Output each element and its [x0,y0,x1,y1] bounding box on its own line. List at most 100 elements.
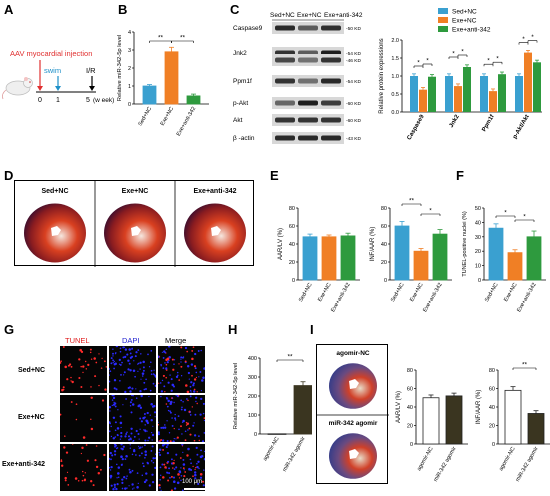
sig-label: * [461,49,464,56]
blot-protein-label: Caspase9 [233,25,263,32]
y-tick-label: 3 [128,48,131,54]
nucleus [128,468,131,471]
nucleus [132,449,136,453]
nucleus [196,465,199,469]
x-tick-label: miR-342 agomir [515,446,540,483]
nucleus [169,410,171,413]
nucleus [154,384,156,388]
nucleus [196,453,199,456]
nucleus [129,401,132,404]
nucleus [140,378,142,380]
nucleus [193,365,197,368]
nucleus [124,435,127,438]
panel-label-a: A [4,2,14,17]
micrograph-dots [158,346,205,393]
nucleus [130,438,132,441]
nucleus [129,405,132,407]
nucleus [183,475,186,478]
nucleus [113,450,117,453]
nucleus [150,460,153,462]
y-tick-label: 1 [128,84,131,90]
nucleus [119,379,121,382]
nucleus [180,408,183,411]
y-tick-label: 300 [248,375,257,381]
nucleus [138,404,141,407]
nucleus [121,463,123,465]
nucleus [171,397,174,399]
micrograph-tile [158,395,205,442]
nucleus [173,385,175,388]
nucleus [180,399,183,402]
nucleus [192,390,196,393]
nucleus [115,346,119,348]
nucleus [116,434,119,437]
tunel-positive-nucleus [70,365,73,368]
nucleus [119,415,122,418]
nucleus [143,381,146,384]
nucleus [126,353,129,356]
tunel-positive-nucleus [90,358,93,360]
bar [527,413,545,445]
tunel-positive-nucleus [60,360,62,363]
nucleus [164,391,166,393]
nucleus [183,408,187,412]
y-tick-label: 10 [475,264,481,270]
tunel-positive-nucleus [87,363,90,367]
nucleus [176,481,180,485]
nucleus [173,401,175,404]
tunel-positive-nucleus [81,479,84,482]
tunel-positive-nucleus [95,361,98,364]
nucleus [191,349,194,352]
sig-label: * [487,58,490,65]
bar [454,86,462,112]
nucleus [184,471,187,473]
bar [445,76,453,112]
nucleus [202,402,205,405]
nucleus [113,483,116,486]
nucleus [176,436,179,439]
x-tick-label: Exe+anti-342 [516,282,537,313]
nucleus [166,420,168,422]
tunel-positive-nucleus [70,401,73,403]
nucleus [159,478,161,481]
nucleus [115,444,118,447]
nucleus [158,484,161,487]
tunel-positive-nucleus [62,388,65,391]
nucleus [177,473,180,476]
tunel-positive-nucleus [98,384,100,387]
nucleus [113,387,116,390]
x-tick-label: Jnk2 [449,113,461,128]
nucleus [182,419,185,423]
nucleus [170,389,173,392]
nucleus [146,461,149,464]
nucleus [149,389,152,392]
nucleus [131,387,134,390]
y-axis-label: TUNEL-positive nuclei (%) [462,211,468,277]
nucleus [114,453,117,456]
injection-label: AAV myocardial injection [10,49,92,58]
nucleus [178,428,180,431]
nucleus [109,374,110,376]
bar [428,76,436,112]
nucleus [131,348,133,350]
nucleus [196,462,198,465]
nucleus [181,406,183,409]
nucleus [109,430,111,433]
blot-kd-label: -60 KD [346,118,361,124]
nucleus [171,358,174,361]
panel-c-western-blot: Sed+NC Exe+NC Exe+anti-342 Caspase9 -50 KD Jn… [232,8,370,148]
tunel-positive-nucleus [80,350,84,354]
micrograph-tile [158,346,205,393]
nucleus [134,355,137,358]
nucleus [181,433,183,435]
blot-group-label: Exe+NC [297,12,322,19]
tunel-positive-nucleus [69,363,72,366]
nucleus [202,376,205,380]
nucleus [175,395,177,397]
panel-label-f: F [456,168,464,183]
tunel-positive-nucleus [70,376,72,379]
nucleus [129,369,132,372]
y-tick-label: 80 [289,206,295,212]
nucleus [143,480,147,484]
nucleus [194,468,196,471]
